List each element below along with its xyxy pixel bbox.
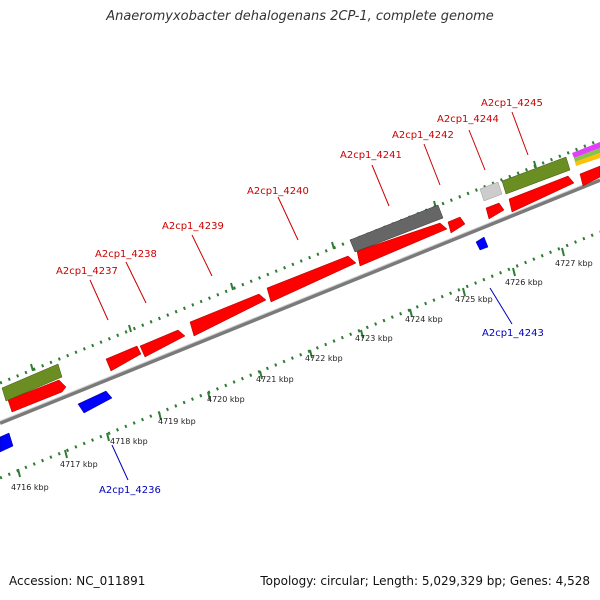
gene-label[interactable]: A2cp1_4240 <box>247 186 309 197</box>
pseudogene-feature[interactable] <box>349 204 444 253</box>
gene-label[interactable]: A2cp1_4241 <box>340 150 402 161</box>
forward-gene-labels: A2cp1_4237 A2cp1_4238 A2cp1_4239 A2cp1_4… <box>56 98 543 277</box>
scale-label: 4718 kbp <box>110 437 148 446</box>
genome-summary: Topology: circular; Length: 5,029,329 bp… <box>260 574 590 588</box>
gene-feature[interactable] <box>356 222 448 267</box>
gene-feature[interactable] <box>266 255 357 303</box>
gene-label[interactable]: A2cp1_4239 <box>162 221 224 232</box>
reverse-leader-lines <box>111 287 513 481</box>
genome-backbone <box>0 178 600 425</box>
scale-label: 4725 kbp <box>455 295 493 304</box>
gene-feature[interactable] <box>475 236 489 251</box>
scale-label: 4722 kbp <box>305 354 343 363</box>
scale-label: 4727 kbp <box>555 259 593 268</box>
gene-label[interactable]: A2cp1_4244 <box>437 114 499 125</box>
gene-feature[interactable] <box>7 379 67 413</box>
gene-feature[interactable] <box>579 165 600 187</box>
gene-feature[interactable] <box>447 216 466 234</box>
scale-label: 4723 kbp <box>355 334 393 343</box>
gene-feature[interactable] <box>139 329 186 358</box>
inner-major-ticks <box>17 247 565 478</box>
inner-scale-track <box>0 230 600 480</box>
outer-tick-track <box>0 138 600 385</box>
scale-label: 4719 kbp <box>158 417 196 426</box>
small-feature[interactable] <box>479 181 503 202</box>
gene-feature[interactable] <box>189 293 267 337</box>
gene-label[interactable]: A2cp1_4238 <box>95 249 157 260</box>
scale-label: 4721 kbp <box>256 375 294 384</box>
accession-label: Accession: NC_011891 <box>9 574 146 588</box>
rna-feature[interactable] <box>1 363 63 402</box>
gene-feature[interactable] <box>77 390 113 414</box>
gene-label[interactable]: A2cp1_4237 <box>56 266 118 277</box>
forward-cds-features <box>7 165 600 413</box>
rna-feature[interactable] <box>501 156 571 195</box>
gene-label[interactable]: A2cp1_4245 <box>481 98 543 109</box>
multi-color-feature[interactable] <box>572 142 600 158</box>
gene-feature[interactable] <box>0 432 14 453</box>
gene-feature[interactable] <box>508 175 575 213</box>
map-title: Anaeromyxobacter dehalogenans 2CP-1, com… <box>106 9 494 24</box>
gene-feature[interactable] <box>105 345 142 372</box>
gene-label[interactable]: A2cp1_4243 <box>482 328 544 339</box>
scale-label: 4720 kbp <box>207 395 245 404</box>
outer-major-ticks <box>30 160 537 372</box>
reverse-cds-features <box>0 236 489 453</box>
gene-feature[interactable] <box>485 202 505 220</box>
gene-label[interactable]: A2cp1_4242 <box>392 130 454 141</box>
scale-label: 4724 kbp <box>405 315 443 324</box>
forward-leader-lines <box>89 111 529 321</box>
scale-label: 4716 kbp <box>11 483 49 492</box>
other-features <box>1 142 600 402</box>
gene-label[interactable]: A2cp1_4236 <box>99 485 161 496</box>
reverse-gene-labels: A2cp1_4236 A2cp1_4243 <box>99 328 544 496</box>
scale-label: 4726 kbp <box>505 278 543 287</box>
scale-label: 4717 kbp <box>60 460 98 469</box>
